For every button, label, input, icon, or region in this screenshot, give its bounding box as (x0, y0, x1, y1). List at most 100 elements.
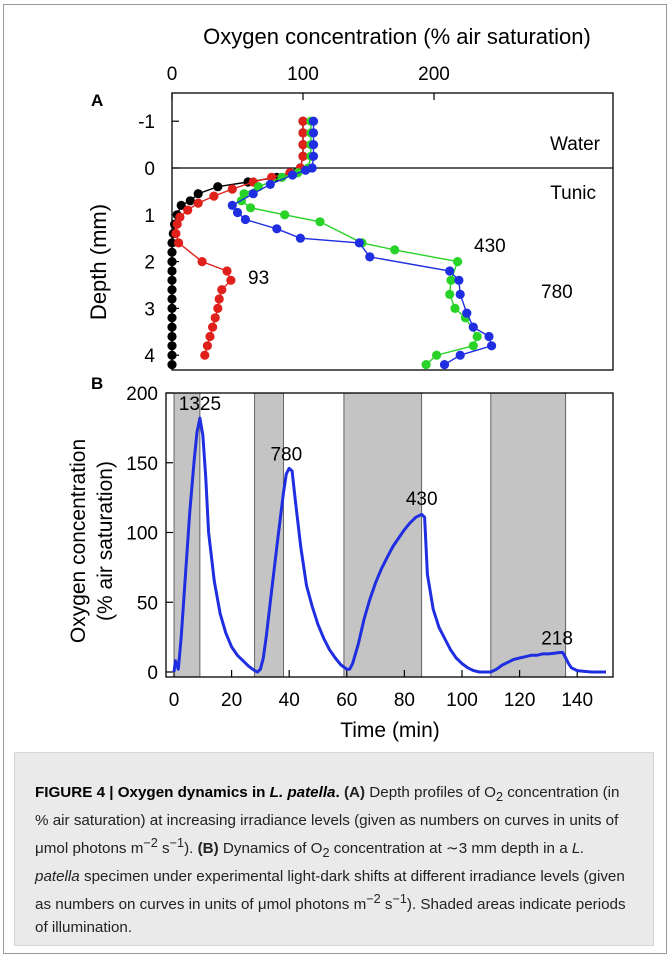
data-point-93-26 (200, 350, 210, 360)
figure-caption-box: FIGURE 4 | Oxygen dynamics in L. patella… (14, 752, 654, 946)
data-point-93-12 (175, 212, 185, 222)
data-point-93-18 (226, 275, 236, 285)
caption-part-a-text-4: ). (184, 840, 198, 858)
panel-b-x-axis-label: Time (min) (340, 719, 440, 742)
data-point-780-16 (445, 266, 455, 276)
caption-part-a-text-1: Depth profiles of O (365, 784, 496, 801)
series-label-780: 780 (541, 282, 573, 303)
data-point-93-16 (197, 257, 207, 267)
data-point-430-15 (453, 257, 463, 267)
data-point-780-24 (439, 360, 450, 370)
caption-part-b-text-5: ). Shaded areas indicate periods of illu… (35, 896, 626, 937)
data-point-780-18 (455, 289, 465, 299)
data-point-93-8 (227, 184, 237, 194)
x-tick-label-80: 80 (394, 690, 415, 711)
caption-part-b-sub: 2 (322, 846, 330, 861)
data-point-780-11 (240, 214, 250, 225)
data-point-93-20 (214, 294, 224, 304)
panel-a-tunic-label: Tunic (550, 183, 596, 204)
data-point-93-9 (209, 191, 219, 201)
data-point-430-23 (421, 360, 431, 370)
data-point-430-17 (445, 289, 455, 299)
x-tick-label-top-200: 200 (418, 64, 450, 85)
figure-chart: A Oxygen concentration (% air saturation… (67, 24, 614, 742)
data-point-430-16 (446, 275, 456, 285)
panel-b-y-label-line-1: Oxygen concentration (67, 439, 90, 643)
data-point-baseline-0-27 (167, 350, 177, 360)
caption-part-b-text-1: Dynamics of O (218, 840, 323, 858)
panel-b-peak-labels: 1325 780 430 218 (179, 394, 573, 649)
y-tick-label-150: 150 (126, 454, 158, 475)
illumination-periods (173, 392, 567, 678)
caption-part-a-sup2: −1 (169, 836, 185, 851)
y-tick-label--1: -1 (138, 112, 155, 133)
panel-a: A Oxygen concentration (% air saturation… (86, 24, 614, 371)
y-tick-label-50: 50 (137, 593, 158, 614)
caption-part-b-text-2: concentration at ∼3 mm depth in a (329, 840, 572, 858)
panel-a-plot-frame (171, 92, 614, 371)
x-tick-label-40: 40 (279, 690, 300, 711)
data-point-baseline-0-9 (193, 189, 203, 199)
y-tick-label-2: 2 (144, 253, 155, 274)
peak-label-430: 430 (406, 489, 438, 510)
x-tick-label-top-100: 100 (287, 64, 319, 85)
caption-figure-label: FIGURE 4 | Oxygen dynamics in (35, 784, 270, 801)
data-point-780-13 (295, 233, 305, 243)
x-tick-label-20: 20 (221, 690, 242, 711)
series-line-baseline-0 (171, 121, 304, 365)
illumination-period-2 (254, 392, 284, 678)
data-point-780-7 (265, 179, 275, 189)
x-tick-label-0: 0 (169, 690, 180, 711)
caption-part-b-text-3: specimen under experimental light-dark s… (35, 868, 625, 914)
data-point-430-20 (472, 331, 482, 342)
data-point-780-21 (484, 331, 494, 342)
figure-caption: FIGURE 4 | Oxygen dynamics in L. patella… (35, 781, 633, 939)
data-point-780-15 (365, 252, 375, 262)
caption-part-b-label: (B) (197, 840, 219, 858)
data-point-93-25 (202, 341, 212, 351)
data-point-780-8 (248, 189, 258, 199)
x-tick-label-100: 100 (446, 690, 478, 711)
data-point-93-17 (222, 266, 232, 276)
data-point-780-6 (287, 170, 298, 180)
y-tick-label-1: 1 (144, 206, 155, 227)
data-point-780-9 (227, 200, 237, 210)
data-point-baseline-0-10 (185, 196, 195, 206)
data-point-baseline-0-15 (167, 238, 177, 248)
data-point-baseline-0-26 (167, 341, 177, 351)
data-point-780-20 (468, 322, 478, 332)
panel-b-y-axis-label: Oxygen concentration (% air saturation) (67, 439, 117, 643)
data-point-780-2 (308, 140, 319, 150)
caption-part-a-sub: 2 (495, 790, 503, 805)
illumination-period-4 (490, 392, 567, 678)
panel-a-y-axis-label: Depth (mm) (86, 204, 111, 320)
caption-figure-label-end: . (335, 784, 340, 801)
data-point-430-8 (239, 189, 249, 199)
data-point-430-22 (432, 350, 442, 360)
data-point-baseline-0-21 (167, 294, 177, 304)
caption-part-a-text-2: concentration (in % air saturation) at i… (35, 784, 620, 858)
caption-part-a-label: (A) (343, 784, 366, 801)
data-point-93-15 (174, 238, 184, 248)
caption-part-a-text-3: s (157, 840, 170, 858)
x-tick-label-120: 120 (504, 690, 536, 711)
caption-part-b-sup: −2 (366, 892, 381, 907)
data-point-baseline-0-8 (213, 182, 223, 192)
x-tick-label-140: 140 (561, 690, 593, 711)
panel-b-y-label-line-2: (% air saturation) (94, 461, 117, 621)
data-point-93-1 (298, 128, 308, 138)
data-point-430-12 (315, 217, 325, 227)
oxygen-time-series-line (172, 416, 606, 674)
panel-b: B Oxygen concentration (% air saturation… (67, 374, 614, 742)
data-point-430-11 (280, 210, 290, 220)
data-point-93-24 (205, 331, 215, 342)
x-tick-label-60: 60 (336, 690, 357, 711)
data-point-780-22 (487, 341, 497, 351)
data-point-93-19 (217, 285, 227, 295)
series-label-430: 430 (474, 236, 506, 257)
caption-part-a-sup: −2 (143, 836, 158, 851)
series-line-93 (175, 121, 304, 356)
data-point-430-10 (246, 203, 256, 213)
data-point-baseline-0-24 (167, 322, 177, 332)
